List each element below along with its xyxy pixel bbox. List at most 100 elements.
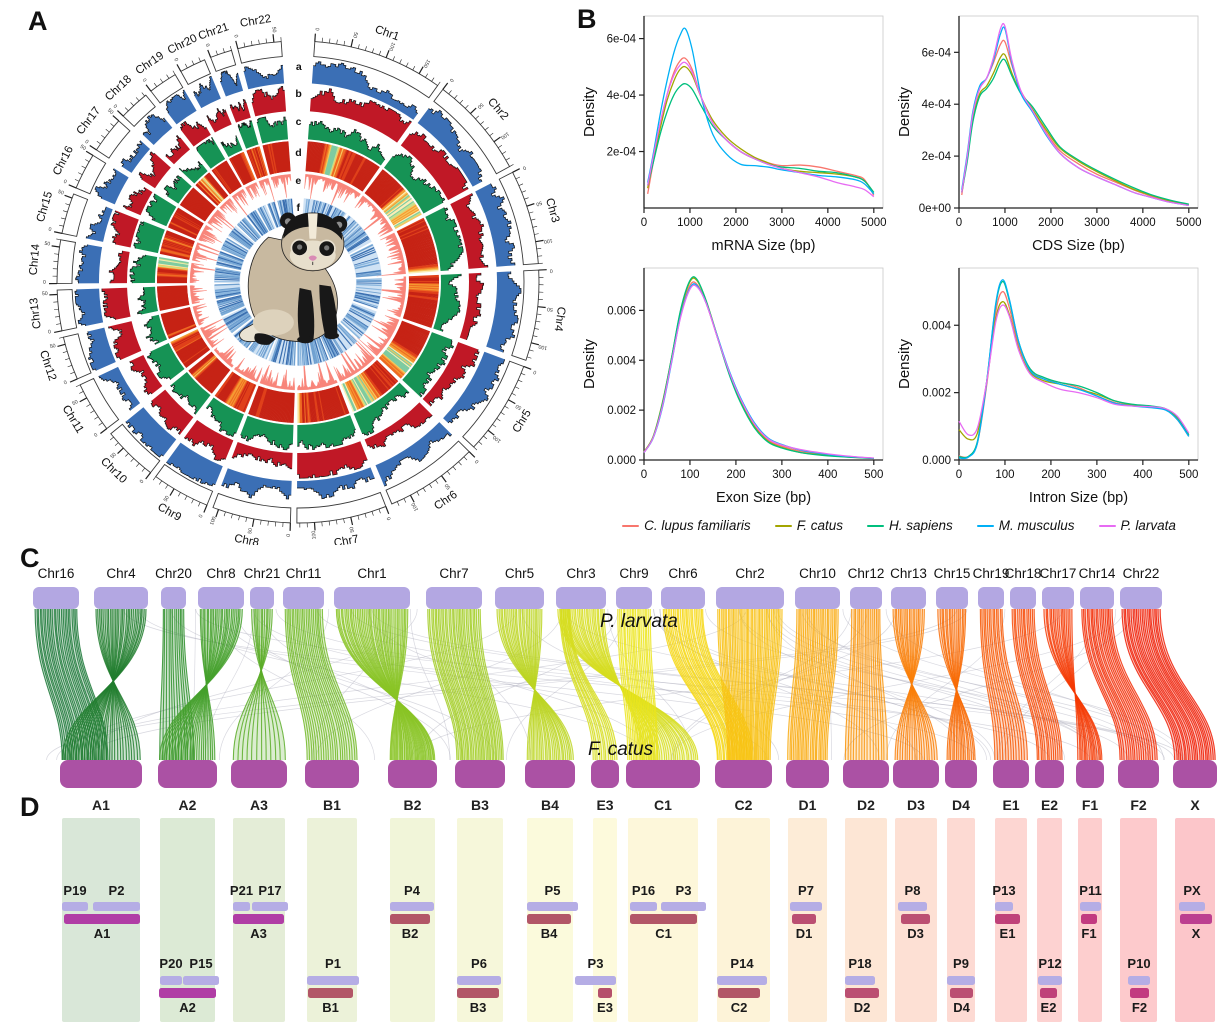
legend-item: P. larvata (1098, 518, 1176, 533)
svg-text:50: 50 (44, 241, 51, 248)
svg-text:2e-04: 2e-04 (922, 151, 952, 163)
top-chromosome-Chr12 (850, 587, 882, 609)
p-scaffold-bar-P21 (233, 902, 250, 911)
p-scaffold-bar-P13 (995, 902, 1013, 911)
p-scaffold-label-P5: P5 (544, 883, 561, 898)
p-scaffold-bar-P16 (630, 902, 657, 911)
svg-text:Chr19: Chr19 (973, 566, 1010, 581)
svg-text:0.002: 0.002 (922, 388, 951, 400)
legend-species-label: F. catus (796, 518, 843, 533)
svg-text:200: 200 (726, 469, 745, 481)
svg-text:Exon Size (bp): Exon Size (bp) (716, 490, 811, 506)
svg-text:50: 50 (42, 291, 48, 297)
chromosome-bar-D1 (792, 914, 816, 924)
bottom-chromosome-C2 (715, 760, 772, 788)
density-grid: 0 1000 2000 3000 4000 5000 2e-04 4e-04 6e-04 mRNA… (580, 6, 1210, 510)
svg-text:100: 100 (311, 530, 318, 539)
legend-species-label: M. musculus (998, 518, 1075, 533)
synteny-plot: Chr16 Chr4 Chr20 Chr8 Chr21 Chr11 Chr1 Chr7 Chr5… (33, 566, 1217, 788)
column-header-F2: F2 (1130, 797, 1147, 813)
top-chromosome-Chr2 (716, 587, 784, 609)
svg-text:50: 50 (535, 199, 542, 207)
chromosome-bar-label-D4: D4 (953, 1000, 970, 1015)
svg-text:b: b (295, 88, 301, 100)
p-scaffold-label-P18: P18 (848, 956, 872, 971)
chromosome-bar-label-X: X (1191, 926, 1201, 941)
svg-text:50: 50 (79, 144, 87, 152)
chart-intron-size: 0 100 200 300 400 500 0.000 0.002 0.004 Intron Si… (895, 258, 1210, 510)
column-header-B4: B4 (541, 797, 559, 813)
p-scaffold-label-P8: P8 (904, 883, 921, 898)
svg-text:Chr6: Chr6 (432, 489, 459, 513)
synteny-panel: Chr16 Chr4 Chr20 Chr8 Chr21 Chr11 Chr1 Chr7 Chr5… (0, 545, 1218, 795)
top-chromosome-Chr10 (795, 587, 840, 609)
top-chromosome-Chr15 (936, 587, 968, 609)
svg-text:50: 50 (71, 399, 79, 407)
p-scaffold-label-P6: P6 (471, 956, 487, 971)
chromosome-bar-label-E3: E3 (597, 1000, 613, 1015)
synteny-bottom-chromosomes (60, 760, 1217, 788)
legend-species-label: H. sapiens (888, 518, 953, 533)
chart-cds-size: 0 1000 2000 3000 4000 5000 0e+00 2e-04 4e-04 6e-0… (895, 6, 1210, 258)
p-scaffold-label-P3: P3 (675, 883, 692, 898)
svg-text:50: 50 (106, 108, 114, 116)
svg-text:0: 0 (112, 104, 118, 110)
p-scaffold-label-PX: PX (1183, 883, 1201, 898)
bottom-chromosome-A2 (158, 760, 217, 788)
p-scaffold-label-P7: P7 (798, 883, 814, 898)
svg-text:Intron Size (bp): Intron Size (bp) (1029, 490, 1128, 506)
chromosome-bar-label-A1: A1 (93, 926, 111, 941)
chart-mrna-size: 0 1000 2000 3000 4000 5000 2e-04 4e-04 6e-04 mRNA… (580, 6, 895, 258)
svg-text:Chr22: Chr22 (1123, 566, 1160, 581)
svg-text:Chr12: Chr12 (848, 566, 885, 581)
svg-text:Chr15: Chr15 (934, 566, 971, 581)
svg-text:Chr18: Chr18 (1005, 566, 1042, 581)
svg-text:4e-04: 4e-04 (922, 99, 952, 111)
svg-text:100: 100 (680, 469, 699, 481)
svg-text:Chr1: Chr1 (357, 566, 386, 581)
chromosome-bar-label-A3: A3 (250, 926, 267, 941)
chromosome-bar-F1 (1081, 914, 1097, 924)
legend-color-dash (1098, 524, 1116, 527)
bottom-chromosome-A1 (60, 760, 142, 788)
svg-text:Chr11: Chr11 (60, 403, 86, 435)
svg-text:c: c (296, 116, 302, 128)
svg-text:Chr4: Chr4 (106, 566, 136, 581)
svg-text:0: 0 (139, 479, 146, 485)
svg-text:0e+00: 0e+00 (919, 203, 951, 215)
bottom-chromosome-F1 (1076, 760, 1104, 788)
p-scaffold-label-P21: P21 (229, 883, 254, 898)
svg-text:0: 0 (521, 164, 526, 171)
top-chromosome-Chr5 (495, 587, 544, 609)
svg-text:50: 50 (247, 528, 254, 535)
bottom-chromosome-C1 (626, 760, 700, 788)
p-scaffold-bar-P1 (307, 976, 359, 985)
chromosome-bar-label-D2: D2 (853, 1000, 871, 1015)
top-chromosome-Chr16 (33, 587, 79, 609)
top-chromosome-Chr4 (94, 587, 148, 609)
chromosome-bar-A3 (233, 914, 284, 924)
chromosome-bar-label-F2: F2 (1131, 1000, 1148, 1015)
svg-text:0: 0 (956, 469, 962, 481)
svg-text:50: 50 (547, 306, 553, 313)
chromosome-bar-label-C2: C2 (730, 1000, 748, 1015)
bottom-chromosome-F2 (1118, 760, 1159, 788)
circos-track-e (189, 174, 407, 391)
bottom-chromosome-D2 (843, 760, 889, 788)
svg-text:50: 50 (270, 26, 277, 32)
svg-text:100: 100 (411, 501, 420, 512)
chromosome-bar-B3 (457, 988, 499, 998)
svg-text:Chr16: Chr16 (38, 566, 75, 581)
p-scaffold-bar-P17 (252, 902, 288, 911)
svg-text:Chr3: Chr3 (566, 566, 595, 581)
svg-text:0.002: 0.002 (607, 405, 636, 417)
legend-item: M. musculus (976, 518, 1075, 533)
p-scaffold-bar-P9 (947, 976, 975, 985)
svg-text:Chr13: Chr13 (890, 566, 927, 581)
civet-illustration (239, 212, 348, 345)
svg-text:Density: Density (896, 338, 913, 389)
column-header-D2: D2 (857, 797, 875, 813)
top-chromosome-Chr6 (661, 587, 705, 609)
block-mapping-panel: A1 P19 P2 A1 A2 P20 P15 A2 A3 P21 P17 A3 B1 P1 B1 B2 P4 B… (0, 795, 1218, 1032)
svg-text:d: d (295, 147, 301, 159)
